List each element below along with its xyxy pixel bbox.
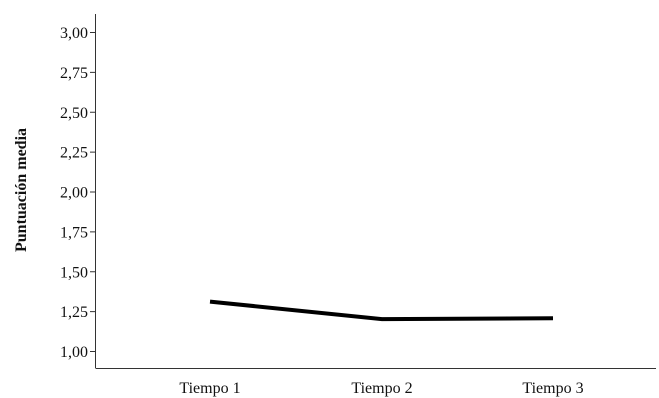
- x-tick-label: Tiempo 2: [351, 380, 412, 397]
- x-tick-labels: Tiempo 1 Tiempo 2 Tiempo 3: [179, 380, 583, 397]
- x-tick-label: Tiempo 3: [522, 380, 583, 397]
- y-tick-marks: [90, 32, 95, 352]
- y-tick-label: 2,75: [60, 65, 88, 82]
- y-tick-labels: 1,00 1,25 1,50 1,75 2,00 2,25 2,50 2,75 3,00: [60, 25, 88, 361]
- y-tick-label: 2,00: [60, 185, 88, 202]
- y-tick-label: 2,25: [60, 145, 88, 162]
- y-tick-label: 1,25: [60, 304, 88, 321]
- y-tick-label: 2,50: [60, 105, 88, 122]
- y-tick-label: 1,50: [60, 264, 88, 281]
- y-axis-title: Puntuación media: [13, 128, 30, 252]
- series-line: [209, 299, 554, 322]
- y-tick-label: 1,75: [60, 224, 88, 241]
- series-group: [209, 299, 554, 322]
- y-tick-label: 1,00: [60, 344, 88, 361]
- y-tick-label: 3,00: [60, 25, 88, 42]
- x-tick-label: Tiempo 1: [179, 380, 240, 397]
